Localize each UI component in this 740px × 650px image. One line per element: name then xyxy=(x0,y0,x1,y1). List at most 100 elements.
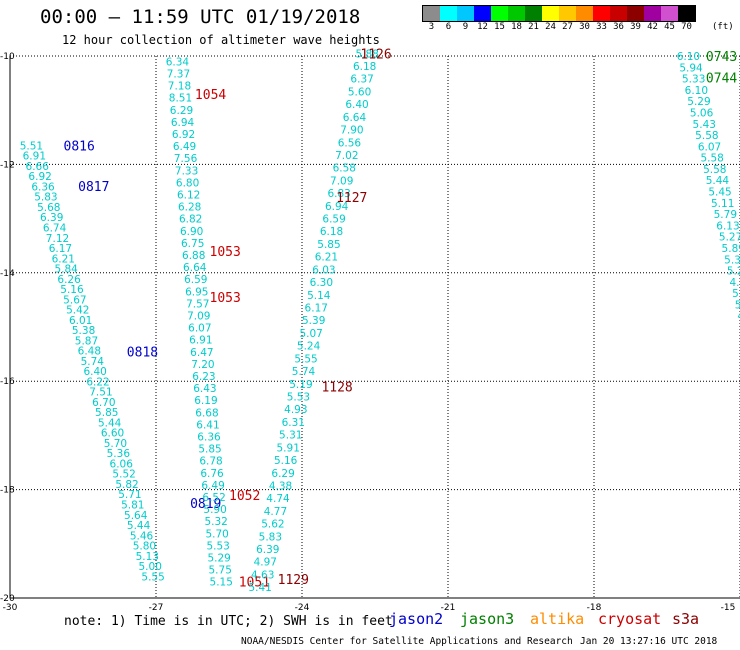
swh-value: 6.43 xyxy=(193,383,216,395)
credit-text: NOAA/NESDIS Center for Satellite Applica… xyxy=(241,636,573,647)
swh-value: 5.29 xyxy=(687,96,710,108)
swh-value: 7.02 xyxy=(335,150,358,162)
swh-value: 7.09 xyxy=(330,175,353,187)
colorbar-swatch xyxy=(542,6,559,21)
swh-value: 5.42 xyxy=(66,305,89,317)
swh-value: 6.34 xyxy=(166,56,190,68)
swh-value: 6.95 xyxy=(185,286,208,298)
note-text: note: 1) Time is in UTC; 2) SWH is in fe… xyxy=(64,614,393,629)
colorbar-swatch xyxy=(474,6,491,21)
swh-value: 6.39 xyxy=(256,544,279,556)
pass-time-label: 1051 xyxy=(239,576,270,591)
colorbar-swatch xyxy=(423,6,440,21)
swh-value: 5.88 xyxy=(356,48,379,60)
colorbar-label: 33 xyxy=(596,22,607,32)
swh-value: 5.44 xyxy=(127,520,151,532)
swh-value: 6.82 xyxy=(179,214,202,226)
swh-value: 7.51 xyxy=(89,387,112,399)
swh-value: 6.52 xyxy=(202,492,225,504)
swh-value: 5.15 xyxy=(210,577,233,589)
swh-value: 5.79 xyxy=(714,209,737,221)
legend-jason2: jason2 xyxy=(389,610,444,628)
swh-value: 5.58 xyxy=(703,164,726,176)
pass-time-label: 0744 xyxy=(706,72,737,87)
lon-tick-label: -30 xyxy=(3,603,18,613)
swh-value: 5.44 xyxy=(98,417,122,429)
swh-value: 6.94 xyxy=(325,201,349,213)
swh-value: 5.51 xyxy=(20,140,43,152)
swh-value: 5.44 xyxy=(706,175,730,187)
swh-value: 5.33 xyxy=(682,74,705,86)
swh-value: 6.19 xyxy=(194,395,217,407)
colorbar-swatch xyxy=(678,6,695,21)
swh-value: 5.40 xyxy=(735,299,740,311)
pass-time-label: 1126 xyxy=(360,47,391,62)
swh-value: 5.38 xyxy=(72,325,95,337)
swh-value: 5.90 xyxy=(203,504,226,516)
swh-value: 5.87 xyxy=(75,335,98,347)
swh-value: 5.36 xyxy=(724,254,740,266)
swh-value: 6.90 xyxy=(180,226,203,238)
colorbar-swatch xyxy=(491,6,508,21)
swh-value: 6.64 xyxy=(183,262,207,274)
swh-value: 6.21 xyxy=(315,252,338,264)
pass-time-label: 1053 xyxy=(210,291,241,306)
colorbar-unit: (ft) xyxy=(712,22,734,32)
swh-value: 5.14 xyxy=(307,290,331,302)
swh-value: 6.23 xyxy=(192,371,215,383)
swh-value: 6.07 xyxy=(698,141,721,153)
swh-value: 5.31 xyxy=(279,430,302,442)
swh-value: 4.77 xyxy=(264,506,287,518)
swh-value: 6.91 xyxy=(23,151,46,163)
swh-value: 7.56 xyxy=(174,153,198,165)
wave-height-colorbar xyxy=(422,5,696,22)
swh-value: 5.68 xyxy=(37,202,60,214)
swh-value: 5.29 xyxy=(207,553,230,565)
swh-value: 5.80 xyxy=(133,541,156,553)
swh-value: 5.60 xyxy=(348,86,371,98)
colorbar-swatch xyxy=(457,6,474,21)
swh-value: 7.09 xyxy=(187,311,210,323)
swh-value: 5.24 xyxy=(297,341,321,353)
colorbar-swatch xyxy=(593,6,610,21)
swh-value: 5.83 xyxy=(259,531,282,543)
swh-value: 8.51 xyxy=(169,93,192,105)
colorbar-label: 39 xyxy=(630,22,641,32)
swh-value: 5.70 xyxy=(104,438,127,450)
swh-value: 5.83 xyxy=(34,192,57,204)
swh-value: 6.91 xyxy=(189,335,212,347)
swh-value: 6.18 xyxy=(353,61,376,73)
swh-value: 7.57 xyxy=(186,298,209,310)
swh-value: 4.97 xyxy=(254,557,277,569)
swh-value: 6.28 xyxy=(178,202,201,214)
colorbar-label: 70 xyxy=(681,22,692,32)
colorbar-swatch xyxy=(559,6,576,21)
swh-value: 5.41 xyxy=(248,582,271,594)
swh-value: 7.33 xyxy=(175,165,198,177)
swh-value: 5.16 xyxy=(60,284,84,296)
swh-value: 5.74 xyxy=(292,366,316,378)
swh-value: 6.13 xyxy=(716,220,739,232)
swh-value: 6.03 xyxy=(312,264,335,276)
colorbar-label: 24 xyxy=(545,22,556,32)
swh-value: 6.75 xyxy=(181,238,204,250)
colorbar-swatch xyxy=(440,6,457,21)
swh-value: 7.90 xyxy=(340,125,363,137)
swh-value: 6.78 xyxy=(199,456,222,468)
swh-value: 6.36 xyxy=(31,181,55,193)
swh-value: 6.17 xyxy=(49,243,72,255)
colorbar-label: 6 xyxy=(445,22,452,32)
swh-value: 6.60 xyxy=(101,428,124,440)
swh-value: 6.92 xyxy=(28,171,51,183)
swh-value: 6.01 xyxy=(69,315,92,327)
swh-value: 6.48 xyxy=(78,346,101,358)
lat-tick-label: -14 xyxy=(0,269,15,279)
swh-value: 6.80 xyxy=(176,177,199,189)
swh-value: 6.58 xyxy=(333,163,356,175)
swh-value: 5.39 xyxy=(302,315,325,327)
lat-tick-label: -20 xyxy=(0,594,15,604)
lon-tick-label: -24 xyxy=(295,603,310,613)
swh-value: 6.21 xyxy=(52,253,75,265)
swh-value: 6.17 xyxy=(305,303,328,315)
swh-value: 5.36 xyxy=(107,448,131,460)
